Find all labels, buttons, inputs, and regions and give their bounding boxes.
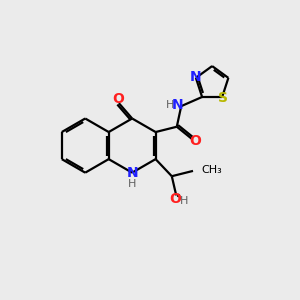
Text: CH₃: CH₃ [201, 165, 222, 175]
Text: H: H [166, 100, 174, 110]
Text: O: O [112, 92, 124, 106]
Text: S: S [218, 91, 228, 105]
Text: H: H [180, 196, 189, 206]
Text: N: N [190, 70, 201, 84]
Text: H: H [128, 179, 136, 189]
Text: N: N [172, 98, 184, 112]
Text: O: O [169, 193, 181, 206]
Text: N: N [126, 166, 138, 180]
Text: O: O [189, 134, 201, 148]
